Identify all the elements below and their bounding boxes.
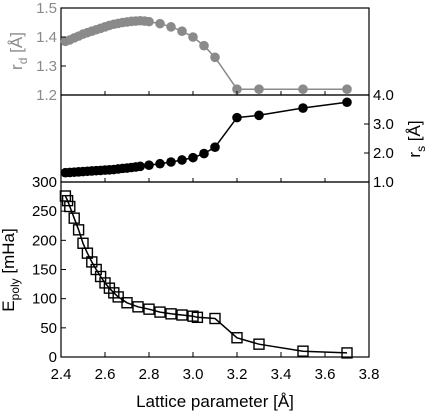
panel-middle-ylabel-sub: s [414, 146, 428, 152]
top-data-point [342, 84, 352, 94]
middle-data-point [199, 148, 209, 159]
bottom-data-point [209, 312, 221, 325]
middle-ytick-label: 2.0 [373, 145, 394, 162]
bottom-ytick-label: 0 [49, 349, 57, 366]
bottom-data-point [253, 338, 265, 350]
middle-ytick-label: 3.0 [373, 116, 394, 133]
middle-data-point [188, 152, 198, 163]
bottom-data-point [191, 311, 204, 324]
panel-top: 1.2 1.3 1.4 1.5 rd [Å] [7, 0, 370, 104]
middle-data-point [210, 142, 220, 152]
panel-middle-plot [60, 97, 352, 178]
xtick-label: 3.0 [183, 366, 204, 383]
xtick-label: 2.4 [51, 366, 72, 383]
panel-middle-ylabel: rs [Å] [405, 120, 428, 157]
middle-data-point [232, 112, 242, 123]
panel-middle: 1.0 2.0 3.0 4.0 rs [Å] [60, 87, 428, 191]
middle-data-point [298, 103, 308, 113]
middle-data-point [135, 161, 145, 172]
panel-top-ylabel: rd [Å] [7, 32, 30, 70]
top-data-point [210, 52, 220, 63]
top-data-point [188, 32, 198, 42]
middle-data-point [166, 157, 176, 167]
bottom-data-point [143, 303, 155, 315]
top-ytick-label: 1.3 [36, 58, 57, 75]
bottom-data-point [154, 306, 166, 318]
bottom-data-point [231, 332, 243, 344]
bottom-data-point [341, 347, 353, 359]
panel-middle-ylabel-main: r [405, 152, 424, 158]
top-data-point [232, 84, 242, 94]
panel-top-yticks: 1.2 1.3 1.4 1.5 [36, 0, 66, 104]
panel-top-frame [60, 7, 370, 96]
top-data-point [155, 18, 165, 29]
middle-data-point [144, 160, 154, 170]
panel-bottom-ylabel: Epoly [mHa] [0, 228, 22, 311]
bottom-data-point [132, 301, 144, 313]
panel-top-ylabel-unit: [Å] [7, 32, 26, 58]
xtick-label: 3.6 [315, 366, 336, 383]
middle-ytick-label: 4.0 [373, 87, 394, 104]
middle-ytick-label: 1.0 [373, 174, 394, 191]
bottom-ytick-label: 300 [32, 174, 57, 191]
middle-data-point [177, 155, 187, 165]
bottom-series-line [64, 195, 348, 354]
bottom-data-point [112, 291, 124, 303]
top-ytick-label: 1.2 [36, 87, 57, 104]
panel-bottom-plot [59, 190, 353, 359]
bottom-ytick-label: 100 [32, 291, 57, 308]
panel-bottom-yticks: 0 50 100 150 200 250 300 [32, 174, 66, 366]
panel-top-ylabel-main: r [7, 64, 26, 70]
bottom-data-point [121, 297, 133, 309]
top-data-point [144, 16, 154, 27]
top-ytick-label: 1.4 [36, 29, 57, 46]
middle-series-line [65, 101, 348, 174]
bottom-data-point [297, 345, 309, 357]
bottom-ytick-label: 150 [32, 262, 57, 279]
xtick-label: 3.8 [359, 366, 380, 383]
bottom-data-point [68, 212, 80, 224]
bottom-ytick-label: 250 [32, 203, 57, 220]
panel-top-ylabel-sub: d [16, 58, 30, 65]
top-ytick-label: 1.5 [36, 0, 57, 17]
x-axis-title: Lattice parameter [Å] [136, 392, 294, 411]
xtick-label: 3.4 [271, 366, 292, 383]
top-series-line [65, 20, 347, 90]
panel-top-plot [60, 15, 352, 94]
panel-bottom: 0 50 100 150 200 250 300 2.4 2.6 2.8 3.0 3.2 3.4 3.6… [0, 91, 379, 411]
bottom-data-point [61, 194, 74, 207]
panel-bottom-xticks: 2.4 2.6 2.8 3.0 3.2 3.4 3.6 3.8 [51, 91, 380, 383]
panel-bottom-ylabel-sub: poly [8, 278, 22, 300]
bottom-data-point [176, 309, 188, 321]
bottom-data-point [72, 224, 85, 236]
bottom-ytick-label: 200 [32, 232, 57, 249]
xtick-label: 2.6 [95, 366, 116, 383]
xtick-label: 3.2 [227, 366, 248, 383]
top-data-point [254, 84, 264, 94]
middle-data-point [155, 158, 165, 169]
bottom-data-point [165, 308, 177, 320]
top-data-point [298, 84, 308, 94]
panel-bottom-ylabel-main: E [0, 300, 18, 311]
middle-data-point [342, 97, 352, 108]
panel-bottom-frame [60, 181, 370, 358]
xtick-label: 2.8 [139, 366, 160, 383]
bottom-ytick-label: 50 [40, 320, 57, 337]
bottom-data-point [64, 200, 76, 213]
panel-middle-ylabel-unit: [Å] [405, 120, 424, 146]
top-data-point [177, 26, 187, 36]
panel-bottom-ylabel-unit: [mHa] [0, 228, 18, 278]
top-data-point [199, 40, 209, 51]
top-data-point [166, 22, 176, 32]
middle-data-point [254, 110, 264, 121]
